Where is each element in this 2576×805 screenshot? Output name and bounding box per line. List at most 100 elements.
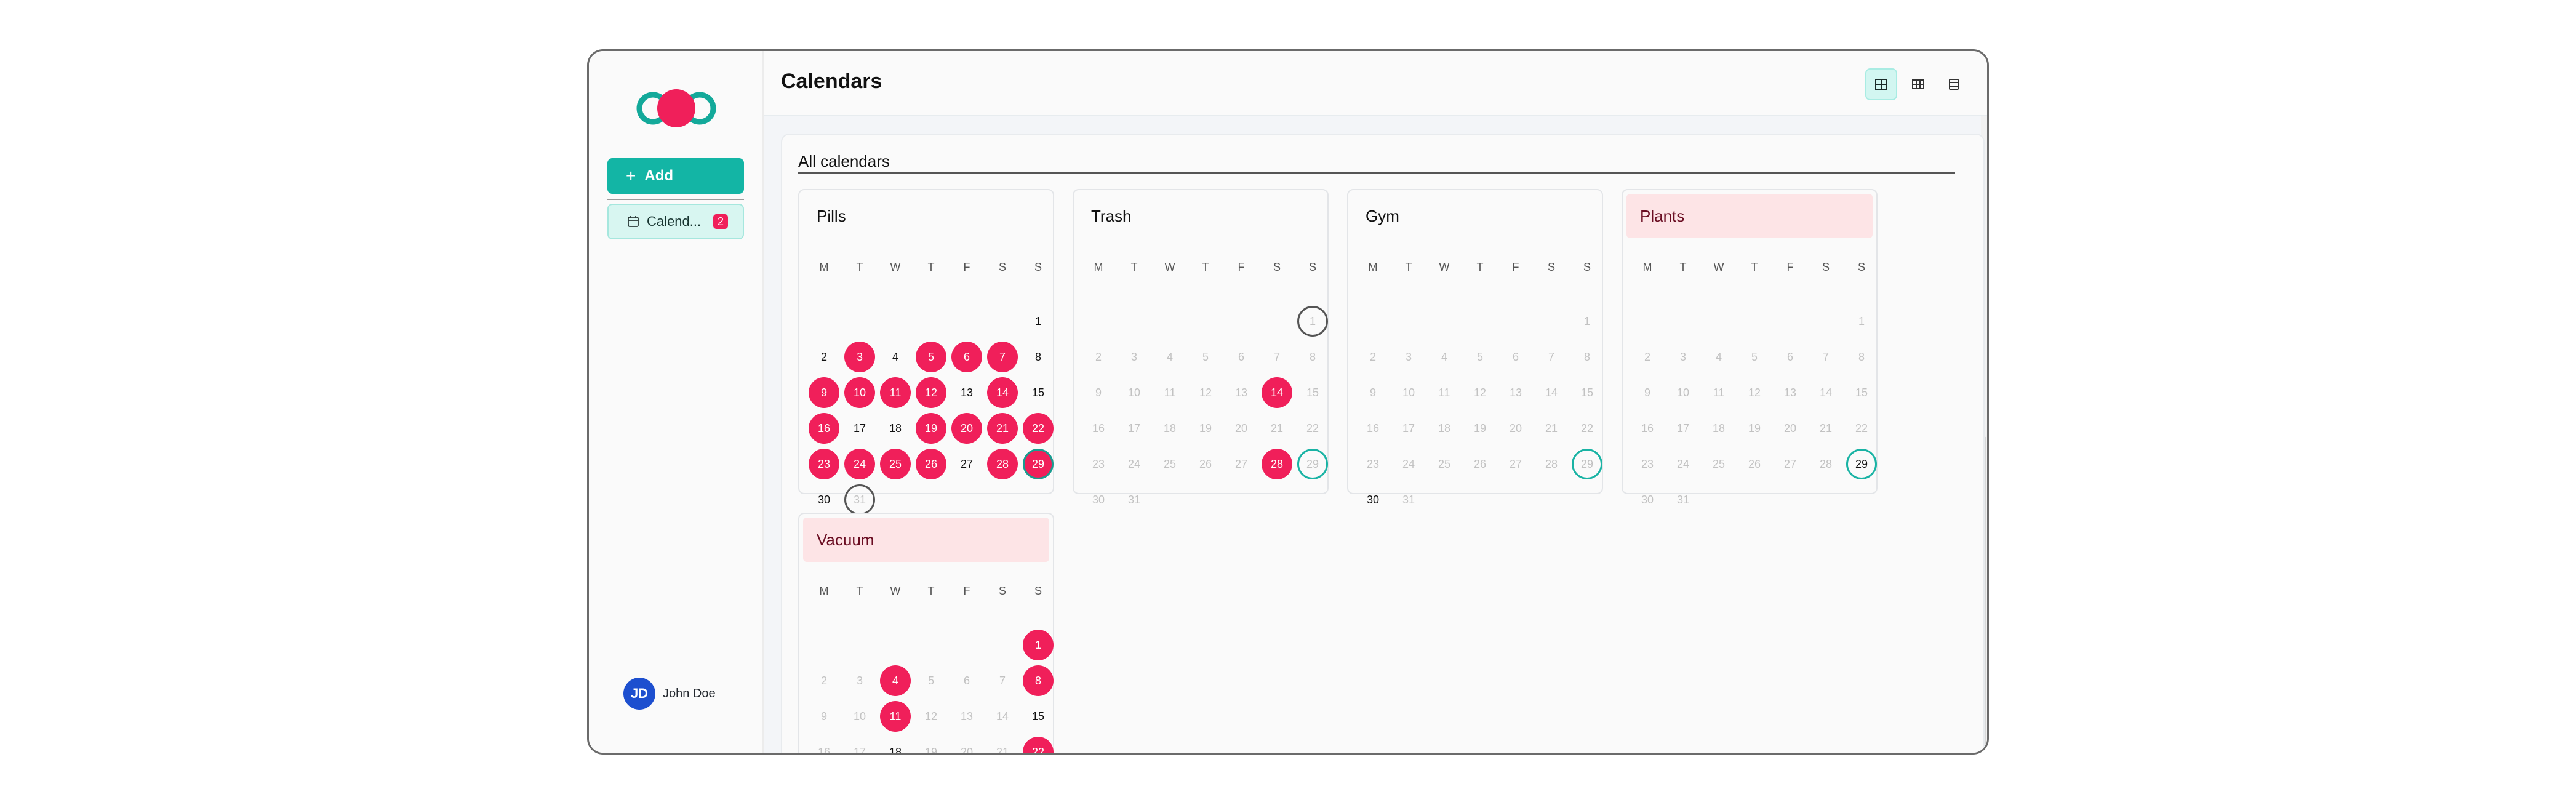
day-cell[interactable]: 17 bbox=[853, 745, 866, 755]
day-cell[interactable]: 24 bbox=[844, 449, 875, 479]
day-cell[interactable]: 11 bbox=[1438, 386, 1450, 399]
day-cell[interactable]: 1 bbox=[1858, 314, 1865, 327]
table-view-button[interactable] bbox=[1902, 68, 1934, 100]
day-cell[interactable]: 2 bbox=[1369, 350, 1376, 363]
day-cell[interactable]: 5 bbox=[1751, 350, 1758, 363]
day-cell[interactable]: 1 bbox=[1583, 314, 1590, 327]
day-cell[interactable]: 16 bbox=[817, 745, 831, 755]
day-cell[interactable]: 15 bbox=[1306, 386, 1319, 399]
day-cell[interactable]: 9 bbox=[809, 377, 839, 408]
calendar-title[interactable]: Plants bbox=[1626, 194, 1873, 238]
day-cell[interactable]: 7 bbox=[987, 342, 1018, 372]
day-cell[interactable]: 12 bbox=[1748, 386, 1761, 399]
day-cell[interactable]: 15 bbox=[1031, 710, 1045, 723]
day-cell[interactable]: 21 bbox=[1819, 422, 1833, 435]
day-cell[interactable]: 4 bbox=[1715, 350, 1722, 363]
day-cell[interactable]: 15 bbox=[1580, 386, 1594, 399]
day-cell[interactable]: 17 bbox=[1127, 422, 1141, 435]
day-cell[interactable]: 30 bbox=[1366, 493, 1380, 506]
day-cell[interactable]: 21 bbox=[1270, 422, 1284, 435]
day-cell[interactable]: 8 bbox=[1023, 665, 1054, 696]
day-cell[interactable]: 31 bbox=[1127, 493, 1141, 506]
day-cell[interactable]: 10 bbox=[844, 377, 875, 408]
day-cell[interactable]: 2 bbox=[1095, 350, 1102, 363]
calendar-title[interactable]: Vacuum bbox=[803, 518, 1049, 562]
day-cell[interactable]: 5 bbox=[1476, 350, 1483, 363]
day-cell[interactable]: 21 bbox=[1545, 422, 1558, 435]
day-cell[interactable]: 27 bbox=[960, 457, 974, 470]
day-cell[interactable]: 10 bbox=[853, 710, 866, 723]
grid-view-button[interactable] bbox=[1865, 68, 1897, 100]
day-cell[interactable]: 13 bbox=[960, 386, 974, 399]
day-cell[interactable]: 20 bbox=[1783, 422, 1797, 435]
day-cell[interactable]: 29 bbox=[1572, 449, 1602, 479]
day-cell[interactable]: 19 bbox=[1748, 422, 1761, 435]
day-cell[interactable]: 2 bbox=[820, 674, 827, 687]
day-cell[interactable]: 3 bbox=[844, 342, 875, 372]
day-cell[interactable]: 9 bbox=[820, 710, 827, 723]
day-cell[interactable]: 16 bbox=[1092, 422, 1105, 435]
sidebar-item-calendars[interactable]: Calend... 2 bbox=[607, 204, 744, 239]
day-cell[interactable]: 29 bbox=[1297, 449, 1328, 479]
day-cell[interactable]: 11 bbox=[1164, 386, 1176, 399]
day-cell[interactable]: 17 bbox=[853, 422, 866, 435]
day-cell[interactable]: 27 bbox=[1234, 457, 1248, 470]
day-cell[interactable]: 22 bbox=[1855, 422, 1868, 435]
day-cell[interactable]: 18 bbox=[889, 745, 902, 755]
day-cell[interactable]: 29 bbox=[1023, 449, 1054, 479]
day-cell[interactable]: 4 bbox=[1166, 350, 1173, 363]
day-cell[interactable]: 30 bbox=[817, 493, 831, 506]
day-cell[interactable]: 4 bbox=[892, 350, 898, 363]
calendar-title[interactable]: Gym bbox=[1366, 206, 1399, 225]
day-cell[interactable]: 26 bbox=[1748, 457, 1761, 470]
day-cell[interactable]: 30 bbox=[1092, 493, 1105, 506]
day-cell[interactable]: 1 bbox=[1023, 630, 1054, 660]
day-cell[interactable]: 3 bbox=[1130, 350, 1137, 363]
day-cell[interactable]: 11 bbox=[880, 701, 911, 732]
day-cell[interactable]: 20 bbox=[1234, 422, 1248, 435]
day-cell[interactable]: 18 bbox=[1712, 422, 1726, 435]
day-cell[interactable]: 10 bbox=[1402, 386, 1415, 399]
day-cell[interactable]: 20 bbox=[960, 745, 974, 755]
day-cell[interactable]: 13 bbox=[960, 710, 974, 723]
day-cell[interactable]: 18 bbox=[1163, 422, 1177, 435]
day-cell[interactable]: 6 bbox=[1512, 350, 1519, 363]
day-cell[interactable]: 16 bbox=[1641, 422, 1654, 435]
day-cell[interactable]: 13 bbox=[1783, 386, 1797, 399]
day-cell[interactable]: 26 bbox=[916, 449, 946, 479]
day-cell[interactable]: 6 bbox=[963, 674, 970, 687]
day-cell[interactable]: 10 bbox=[1127, 386, 1141, 399]
day-cell[interactable]: 19 bbox=[1473, 422, 1487, 435]
day-cell[interactable]: 2 bbox=[1644, 350, 1650, 363]
day-cell[interactable]: 13 bbox=[1509, 386, 1522, 399]
calendar-card-gym[interactable]: Gym M T W T F S S 1 2 3 4 5 6 7 8 9 10 11 12 13 14 15 16 17 18 19 2… bbox=[1347, 189, 1603, 506]
day-cell[interactable]: 16 bbox=[1366, 422, 1380, 435]
calendar-title[interactable]: Trash bbox=[1091, 206, 1132, 225]
calendar-card-plants[interactable]: Plants M T W T F S S 1 2 3 4 5 6 7 8 9 10 11 12 13 14 15 16 17 18… bbox=[1622, 189, 1878, 506]
day-cell[interactable]: 5 bbox=[1202, 350, 1209, 363]
day-cell[interactable]: 25 bbox=[880, 449, 911, 479]
day-cell[interactable]: 17 bbox=[1676, 422, 1690, 435]
day-cell[interactable]: 28 bbox=[987, 449, 1018, 479]
day-cell[interactable]: 19 bbox=[916, 413, 946, 444]
day-cell[interactable]: 21 bbox=[987, 413, 1018, 444]
day-cell[interactable]: 8 bbox=[1583, 350, 1590, 363]
day-cell[interactable]: 12 bbox=[916, 377, 946, 408]
day-cell[interactable]: 24 bbox=[1402, 457, 1415, 470]
day-cell[interactable]: 4 bbox=[880, 665, 911, 696]
day-cell[interactable]: 3 bbox=[1679, 350, 1686, 363]
day-cell[interactable]: 9 bbox=[1644, 386, 1650, 399]
day-cell[interactable]: 29 bbox=[1846, 449, 1877, 479]
day-cell[interactable]: 3 bbox=[856, 674, 863, 687]
day-cell[interactable]: 12 bbox=[1199, 386, 1212, 399]
day-cell[interactable]: 20 bbox=[1509, 422, 1522, 435]
calendar-card-trash[interactable]: Trash M T W T F S S 1 2 3 4 5 6 7 8 9 10 11 12 13 14 15 16 17 18 1… bbox=[1073, 189, 1329, 506]
day-cell[interactable]: 21 bbox=[996, 745, 1009, 755]
day-cell[interactable]: 14 bbox=[987, 377, 1018, 408]
day-cell[interactable]: 12 bbox=[924, 710, 938, 723]
user-profile[interactable]: JD John Doe bbox=[623, 678, 716, 710]
day-cell[interactable]: 4 bbox=[1441, 350, 1447, 363]
day-cell[interactable]: 2 bbox=[820, 350, 827, 363]
day-cell[interactable]: 3 bbox=[1405, 350, 1412, 363]
add-button[interactable]: + Add bbox=[607, 158, 744, 194]
